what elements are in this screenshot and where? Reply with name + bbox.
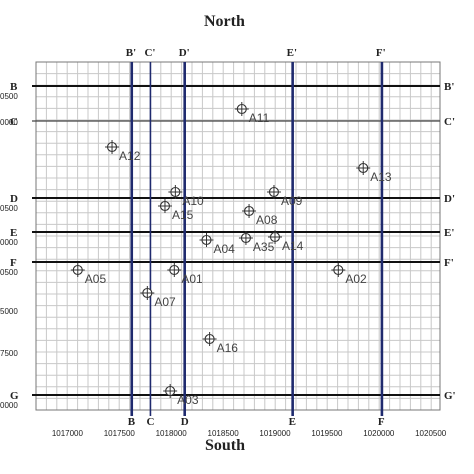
section-label-left: C xyxy=(10,116,18,128)
well-a05: A05 xyxy=(70,263,107,286)
well-label: A35 xyxy=(253,240,275,254)
well-a07: A07 xyxy=(140,286,176,309)
section-label-top: D' xyxy=(179,47,190,59)
x-tick-label: 1017500 xyxy=(104,429,136,438)
well-a01: A01 xyxy=(167,263,203,286)
y-tick-label: 7500 xyxy=(0,349,18,358)
axis-ticks: 1017000 1017500 1018000 1018500 1019000 10195… xyxy=(0,92,447,438)
well-a09: A09 xyxy=(266,185,303,208)
section-label-right: E' xyxy=(444,227,454,239)
well-label: A01 xyxy=(181,272,203,286)
section-lines xyxy=(32,62,440,416)
well-label: A08 xyxy=(256,213,278,227)
well-label: A05 xyxy=(85,272,107,286)
section-label-bottom: E xyxy=(289,416,296,428)
x-tick-label: 1020000 xyxy=(363,429,395,438)
x-tick-label: 1019500 xyxy=(311,429,343,438)
section-label-top: B' xyxy=(126,47,136,59)
south-label: South xyxy=(205,437,246,454)
well-a35: A35 xyxy=(238,231,275,254)
well-a10: A10 xyxy=(168,185,204,208)
well-label: A13 xyxy=(370,170,392,184)
section-label-right: B' xyxy=(444,81,454,93)
x-tick-label: 1018000 xyxy=(156,429,188,438)
section-label-left: D xyxy=(10,193,18,205)
well-label: A04 xyxy=(213,242,235,256)
well-a12: A12 xyxy=(105,140,141,163)
well-label: A02 xyxy=(345,272,367,286)
well-label: A16 xyxy=(217,341,239,355)
map-frame xyxy=(35,61,441,411)
section-label-right: C' xyxy=(444,116,455,128)
well-label: A15 xyxy=(172,208,194,222)
section-label-right: G' xyxy=(444,390,456,402)
well-label: A11 xyxy=(249,111,270,125)
well-label: A09 xyxy=(281,194,303,208)
well-a16: A16 xyxy=(202,332,239,355)
section-label-right: F' xyxy=(444,257,454,269)
x-tick-label: 1018500 xyxy=(208,429,240,438)
well-label: A07 xyxy=(154,295,176,309)
well-label: A10 xyxy=(182,194,204,208)
y-tick-label: 5000 xyxy=(0,307,18,316)
y-tick-label: 0000 xyxy=(0,238,18,247)
page-title: North xyxy=(204,13,245,30)
well-a14: A14 xyxy=(268,230,304,253)
well-a08: A08 xyxy=(242,204,278,227)
well-a15: A15 xyxy=(157,199,194,222)
x-tick-label: 1017000 xyxy=(52,429,84,438)
section-label-bottom: C xyxy=(146,416,154,428)
grid xyxy=(35,61,441,411)
section-label-left: E xyxy=(10,227,17,239)
y-tick-label: 0000 xyxy=(0,401,18,410)
well-a02: A02 xyxy=(331,263,367,286)
section-label-bottom: B xyxy=(128,416,136,428)
section-label-left: G xyxy=(10,390,19,402)
section-label-top: E' xyxy=(287,47,297,59)
well-label: A12 xyxy=(119,149,141,163)
section-label-top: C' xyxy=(144,47,155,59)
well-label: A14 xyxy=(282,239,304,253)
section-label-top: F' xyxy=(376,47,386,59)
well-a13: A13 xyxy=(356,161,392,184)
section-label-bottom: D xyxy=(181,416,189,428)
well-label: A03 xyxy=(177,393,199,407)
y-tick-label: 0500 xyxy=(0,268,18,277)
y-tick-label: 0000 xyxy=(0,118,18,127)
x-tick-label: 1020500 xyxy=(415,429,447,438)
section-label-left: F xyxy=(10,257,17,269)
y-tick-label: 0500 xyxy=(0,204,18,213)
well-a04: A04 xyxy=(199,233,235,256)
section-label-bottom: F xyxy=(378,416,385,428)
section-label-left: B xyxy=(10,81,18,93)
well-a11: A11 xyxy=(234,102,270,125)
x-tick-label: 1019000 xyxy=(259,429,291,438)
section-label-right: D' xyxy=(444,193,455,205)
well-a03: A03 xyxy=(163,384,199,407)
y-tick-label: 0500 xyxy=(0,92,18,101)
section-labels: B B' C C' D D' E E' F F' G G' B' B C' C D' D E' E F' F xyxy=(10,47,456,428)
